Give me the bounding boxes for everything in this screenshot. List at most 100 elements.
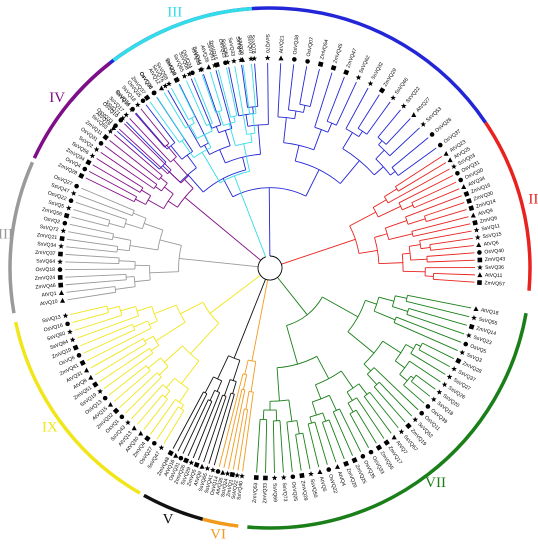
tree-branch (303, 105, 306, 113)
tree-branch (228, 389, 246, 469)
tree-branch (219, 170, 250, 184)
tree-branch (209, 390, 216, 401)
tree-branch (346, 391, 353, 401)
zmvq-square-icon (263, 475, 268, 481)
osvq-circle-icon (98, 141, 104, 146)
tree-branch (67, 291, 116, 301)
zmvq-square-icon (193, 461, 200, 468)
tree-branch (226, 67, 238, 116)
tree-branch (65, 279, 127, 286)
tree-branch (281, 248, 328, 265)
tree-branch (419, 230, 472, 241)
leaf-label: ZmVQ43 (485, 256, 506, 263)
tree-branch (149, 271, 179, 274)
tree-branch (232, 360, 241, 381)
tree-branch (86, 327, 152, 362)
tree-branch (412, 223, 471, 237)
atvq-triangle-icon (84, 367, 90, 373)
leaf-label: SsVQ40 (236, 481, 244, 501)
tree-branch (137, 394, 163, 425)
tree-branch (378, 262, 403, 265)
atvq-triangle-icon (391, 434, 397, 440)
tree-branch (164, 390, 171, 398)
atvq-triangle-icon (278, 55, 284, 61)
zmvq-square-icon (330, 64, 337, 71)
leaf-label: AtVQ21 (279, 35, 286, 53)
leaf-label: SsVQ50 (309, 478, 319, 498)
clade-label: V (163, 512, 174, 528)
tree-branch (426, 209, 467, 223)
leaf-label: SsVQ34 (37, 241, 57, 249)
osvq-circle-icon (140, 98, 146, 104)
leaf-label: AtVQ35 (215, 477, 225, 496)
leaf-label: ZmVQ47 (346, 48, 359, 69)
tree-branch (68, 231, 113, 241)
tree-branch (402, 204, 414, 211)
tree-branch (108, 222, 125, 228)
tree-branch (402, 252, 411, 255)
leaf-label: AtVQ4 (336, 471, 347, 487)
tree-branch (66, 286, 116, 293)
zmvq-square-icon (468, 205, 475, 212)
tree-branch (387, 168, 450, 204)
ssvq-star-icon (224, 59, 231, 65)
tree-branch (135, 112, 168, 150)
atvq-triangle-icon (131, 425, 137, 431)
leaf-label: ZmVQ56 (41, 207, 62, 218)
ssvq-star-icon (466, 332, 472, 338)
tree-branch (429, 237, 473, 246)
tree-branch (120, 306, 136, 312)
tree-branch (279, 420, 284, 473)
leaf-label: OsVQ22 (327, 474, 338, 495)
leaf-label: AtVQ11 (485, 273, 503, 280)
tree-branch (254, 279, 269, 347)
tree-branch (163, 193, 174, 209)
leaf-label: OsVQ38 (292, 35, 300, 55)
tree-branch (326, 76, 345, 122)
tree-branch (328, 395, 337, 411)
clade-label: II (528, 191, 538, 207)
zmvq-square-icon (351, 457, 358, 464)
leaf-label: AtVQ27 (415, 96, 432, 113)
tree-branch (213, 394, 235, 466)
tree-branch (342, 132, 353, 149)
tree-branch (294, 110, 297, 119)
tree-branch (277, 277, 296, 300)
tree-branch (74, 314, 123, 331)
tree-branch (117, 248, 130, 252)
tree-branch (307, 423, 320, 468)
tree-branch (118, 260, 136, 262)
atvq-triangle-icon (138, 430, 144, 436)
tree-branch (181, 140, 195, 158)
tree-branch (309, 412, 323, 418)
tree-branch (388, 233, 413, 240)
osvq-circle-icon (458, 177, 463, 183)
tree-branch (118, 128, 168, 175)
tree-branch (65, 261, 119, 264)
tree-branch (402, 270, 426, 273)
atvq-triangle-icon (239, 57, 245, 62)
ssvq-star-icon (210, 467, 216, 473)
tree-branch (396, 316, 462, 343)
tree-branch (175, 304, 186, 323)
leaf-label: ZmVQ29 (382, 67, 398, 88)
leaf-label: SsVQ72 (39, 224, 59, 233)
zmvq-square-icon (343, 460, 350, 467)
leaf-label: SsVQ70 (264, 34, 270, 53)
leaf-label: ZmVQ45 (333, 43, 345, 64)
tree-branch (78, 194, 133, 217)
leaf-label: SsVQ23 (473, 335, 493, 347)
tree-branch (398, 162, 447, 192)
tree-branch (166, 142, 176, 150)
leaf-label: SsVQ36 (485, 265, 504, 271)
tree-branch (172, 391, 204, 449)
atvq-triangle-icon (58, 290, 65, 295)
leaf-label: ZmVQ1 (226, 479, 235, 498)
tree-branch (373, 386, 406, 423)
tree-branch (166, 144, 177, 158)
osvq-circle-icon (360, 454, 366, 459)
clade-arc (247, 312, 528, 530)
tree-branch (257, 255, 283, 281)
tree-branch (133, 320, 148, 328)
tree-branch (288, 399, 293, 422)
